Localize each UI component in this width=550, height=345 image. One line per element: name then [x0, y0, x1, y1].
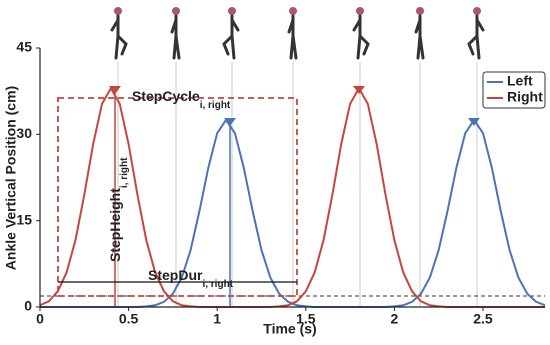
x-tick-label: 0.5: [119, 311, 139, 327]
x-tick-label: 1.5: [296, 311, 316, 327]
y-tick-label: 45: [16, 39, 32, 55]
x-tick-label: 0: [36, 311, 44, 327]
figures: [110, 7, 485, 60]
legend-label: Right: [507, 89, 543, 105]
step-cycle-box: [57, 97, 298, 297]
annotation: StepDuri, right: [148, 267, 234, 290]
x-axis-label: Time (s): [263, 321, 316, 337]
x-tick-label: 1: [213, 311, 221, 327]
y-tick-label: 0: [24, 298, 32, 314]
y-tick-label: 30: [16, 125, 32, 141]
annotation: StepHeighti, right: [107, 157, 130, 262]
legend-label: Left: [507, 73, 533, 89]
peak-markers: [109, 86, 480, 126]
x-tick-label: 2.5: [473, 311, 493, 327]
y-tick-label: 15: [16, 211, 32, 227]
x-tick-label: 2: [390, 311, 398, 327]
annotation: StepCyclei, right: [132, 88, 231, 111]
y-axis-label: Ankle Vertical Position (cm): [3, 86, 19, 270]
guide-lines: [117, 62, 478, 307]
